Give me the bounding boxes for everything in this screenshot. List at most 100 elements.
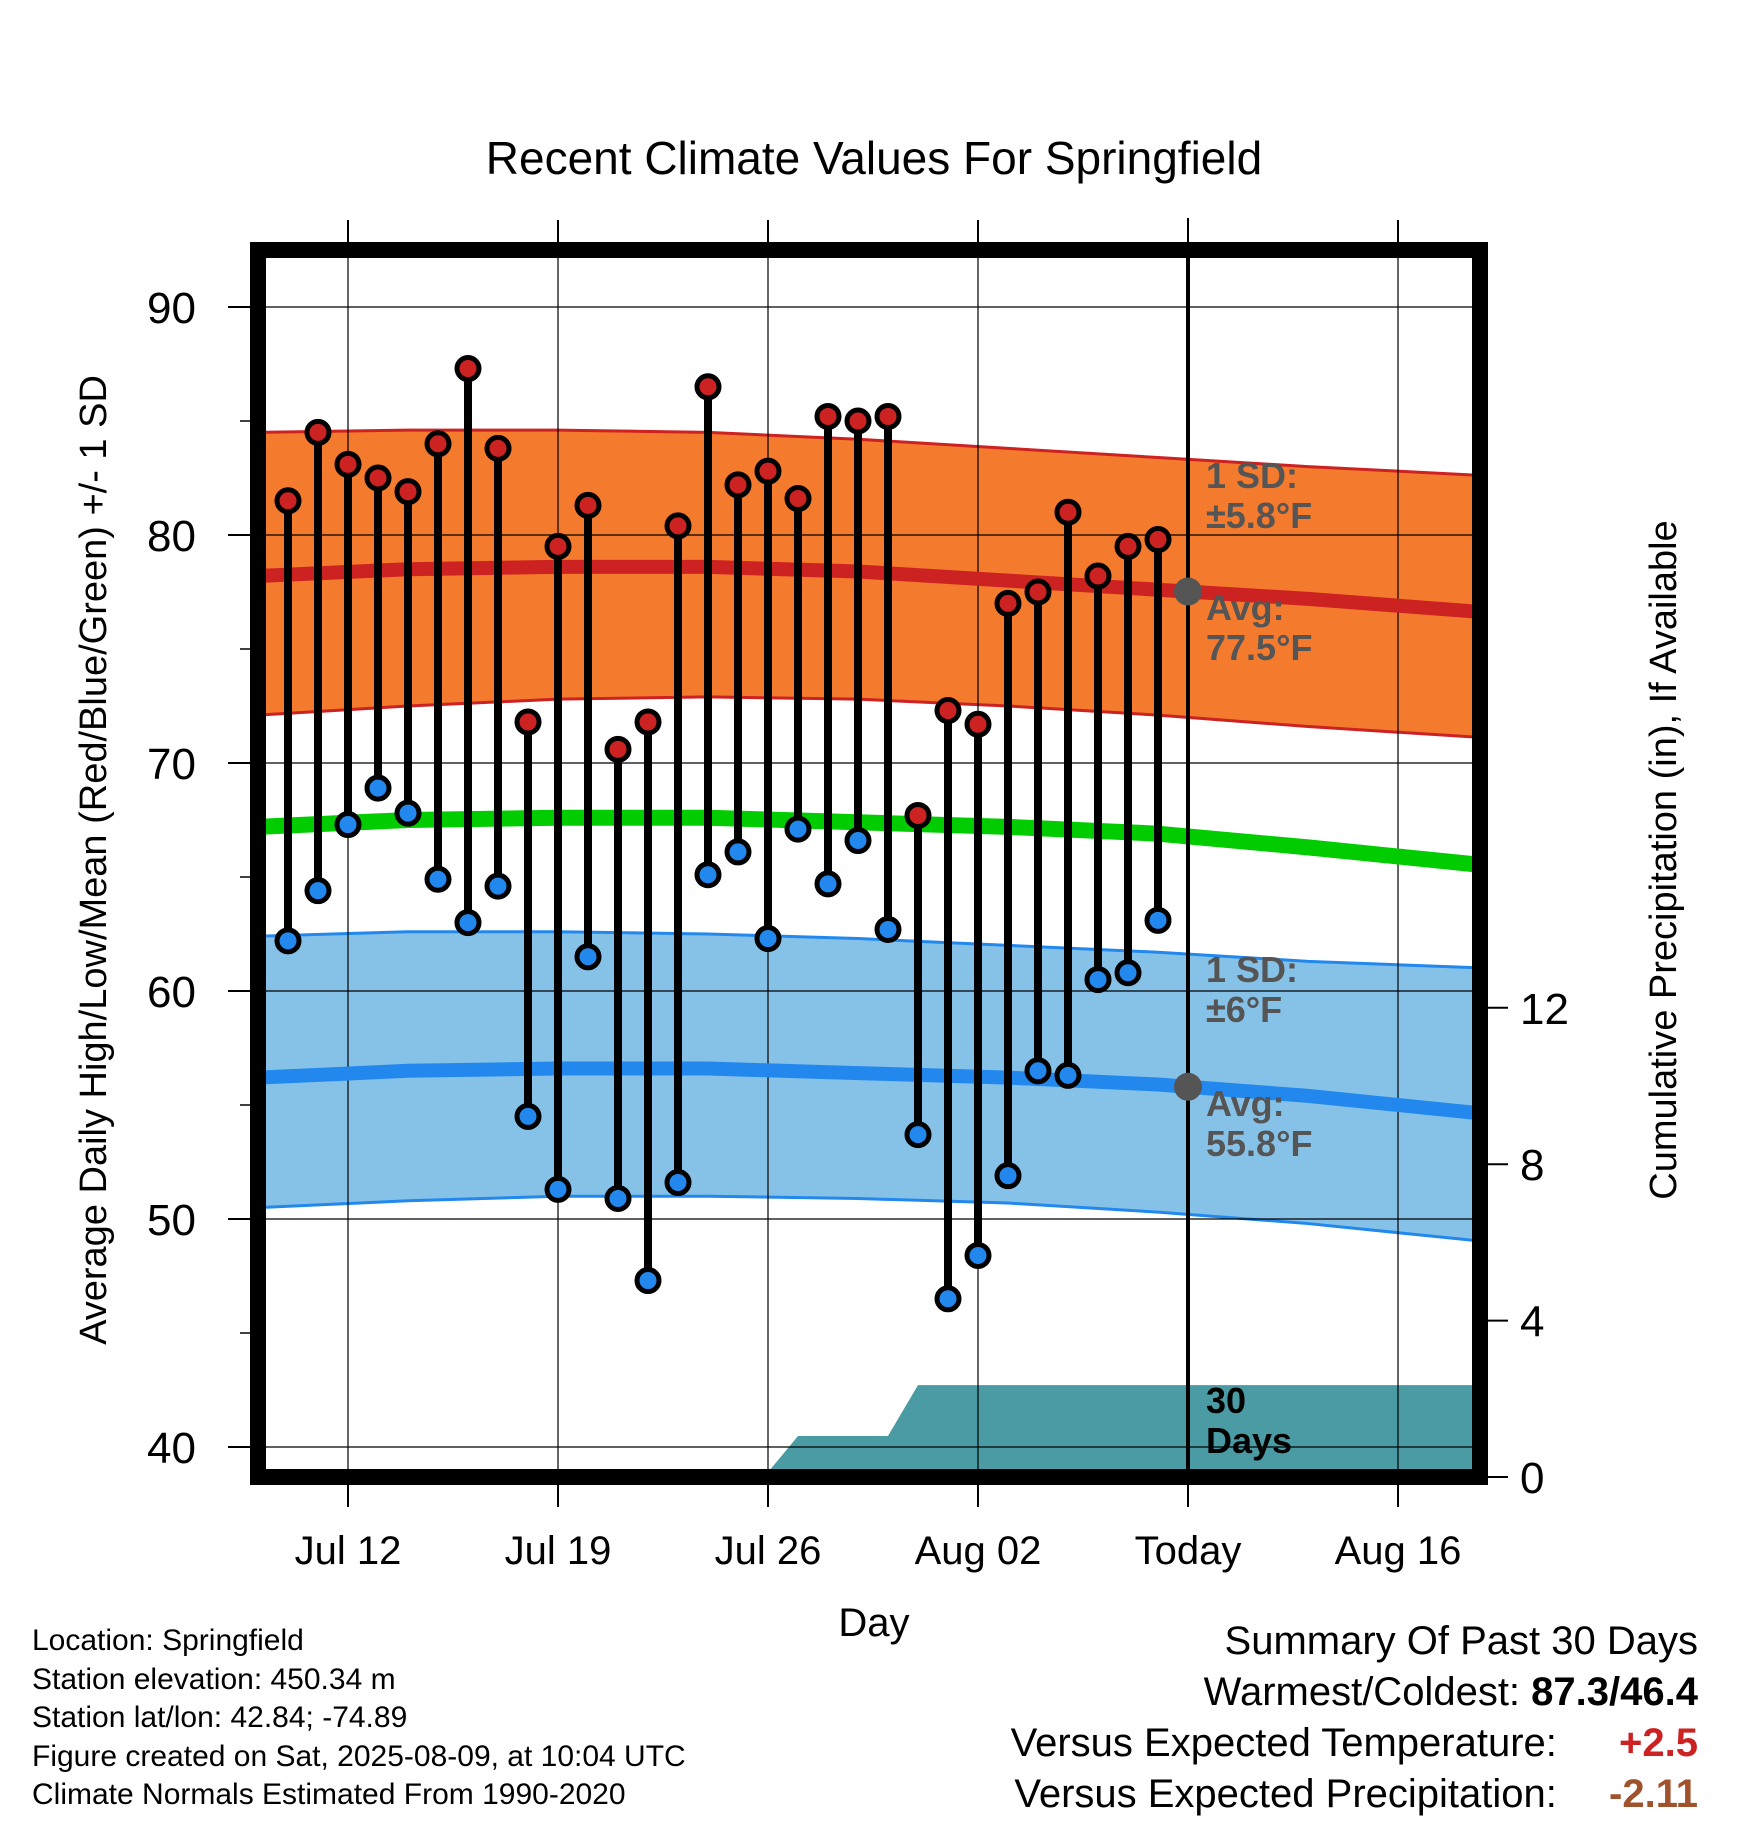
high-point <box>544 532 572 560</box>
low-point <box>454 909 482 937</box>
low-point <box>334 811 362 839</box>
high-sd-annotation-line: ±5.8°F <box>1206 495 1312 536</box>
low-point <box>424 865 452 893</box>
low-point <box>814 870 842 898</box>
low-point <box>964 1241 992 1269</box>
high-sd-band <box>258 430 1480 738</box>
low-point <box>844 827 872 855</box>
low-point <box>1114 959 1142 987</box>
high-point <box>1114 532 1142 560</box>
temp-label: Versus Expected Temperature: <box>1010 1721 1557 1765</box>
y-axis-label: Average Daily High/Low/Mean (Red/Blue/Gr… <box>73 375 115 1345</box>
high-point <box>904 801 932 829</box>
latlon-text: Station lat/lon: 42.84; -74.89 <box>32 1701 408 1734</box>
high-point <box>334 450 362 478</box>
high-sd-annotation: 1 SD: ±5.8°F <box>1206 455 1312 536</box>
low-point <box>514 1102 542 1130</box>
warmest-value: 87.3/46.4 <box>1531 1670 1698 1714</box>
low-avg-annotation-line: Avg: <box>1206 1083 1285 1124</box>
low-point <box>1024 1057 1052 1085</box>
high-point <box>634 708 662 736</box>
summary-precip-row: Versus Expected Precipitation: -2.11 <box>1011 1769 1698 1820</box>
high-point <box>394 478 422 506</box>
high-point <box>874 402 902 430</box>
low-point <box>1084 966 1112 994</box>
temp-value: +2.5 <box>1619 1721 1698 1765</box>
low-point <box>904 1121 932 1149</box>
low-avg-annotation: Avg: 55.8°F <box>1206 1083 1312 1164</box>
summary-title: Summary Of Past 30 Days <box>1224 1619 1698 1663</box>
high-avg-annotation-line: Avg: <box>1206 587 1285 628</box>
precip-area <box>258 1385 1480 1477</box>
x-tick-label: Aug 16 <box>1335 1529 1462 1573</box>
mean-line <box>258 809 1480 873</box>
low-avg-line <box>258 1061 1480 1121</box>
y-tick-label: 80 <box>147 512 196 561</box>
created-text: Figure created on Sat, 2025-08-09, at 10… <box>32 1739 686 1773</box>
low-sd-annotation: 1 SD: ±6°F <box>1206 949 1298 1030</box>
low-sd-annotation-line: ±6°F <box>1206 989 1282 1030</box>
y-tick-label: 40 <box>147 1424 196 1473</box>
high-point <box>664 512 692 540</box>
low-point <box>544 1175 572 1203</box>
low-sd-annotation-line: 1 SD: <box>1206 949 1298 990</box>
precip-label: Versus Expected Precipitation: <box>1014 1772 1557 1816</box>
y-tick-label: 60 <box>147 968 196 1017</box>
x-tick-label: Jul 12 <box>295 1529 402 1573</box>
x-tick-label: Aug 02 <box>915 1529 1042 1573</box>
low-point <box>634 1267 662 1295</box>
low-point <box>784 815 812 843</box>
high-sd-annotation-line: 1 SD: <box>1206 455 1298 496</box>
low-point <box>1054 1061 1082 1089</box>
y-tick-label: 70 <box>147 740 196 789</box>
normals-text: Climate Normals Estimated From 1990-2020 <box>32 1778 626 1811</box>
low-point <box>1144 906 1172 934</box>
precip-days-annotation-line: Days <box>1206 1420 1292 1461</box>
high-point <box>424 430 452 458</box>
low-point <box>484 872 512 900</box>
high-avg-annotation-line: 77.5°F <box>1206 627 1312 668</box>
low-point <box>394 799 422 827</box>
high-point <box>1024 578 1052 606</box>
location-text: Location: Springfield <box>32 1624 304 1657</box>
station-info: Location: Springfield Station elevation:… <box>32 1622 686 1815</box>
low-point <box>754 925 782 953</box>
x-tick-label: Jul 26 <box>715 1529 822 1573</box>
y-tick-label: 50 <box>147 1196 196 1245</box>
precip-value: -2.11 <box>1609 1772 1698 1816</box>
high-point <box>1144 526 1172 554</box>
high-point <box>304 418 332 446</box>
high-point <box>724 471 752 499</box>
low-point <box>274 927 302 955</box>
plot-frame <box>250 242 1488 1485</box>
low-sd-lower-edge <box>258 1194 1480 1243</box>
today-low-marker <box>1174 1072 1202 1101</box>
high-point <box>1084 562 1112 590</box>
high-point <box>454 355 482 383</box>
precip-days-annotation-line: 30 <box>1206 1380 1246 1421</box>
high-point <box>994 589 1022 617</box>
summary-panel: Summary Of Past 30 Days Warmest/Coldest:… <box>1011 1616 1698 1820</box>
high-avg-annotation: Avg: 77.5°F <box>1206 587 1312 668</box>
high-point <box>604 735 632 763</box>
low-avg-annotation-line: 55.8°F <box>1206 1123 1312 1164</box>
y-right-tick-label: 4 <box>1520 1298 1544 1347</box>
high-point <box>574 491 602 519</box>
low-point <box>724 838 752 866</box>
low-point <box>874 915 902 943</box>
high-point <box>364 464 392 492</box>
x-tick-label: Jul 19 <box>505 1529 612 1573</box>
low-point <box>364 774 392 802</box>
high-point <box>484 434 512 462</box>
x-axis-label: Day <box>838 1601 909 1645</box>
warmest-label: Warmest/Coldest: <box>1203 1670 1521 1714</box>
precip-days-annotation: 30 Days <box>1206 1380 1292 1461</box>
high-point <box>514 708 542 736</box>
y-right-tick-label: 8 <box>1520 1141 1544 1190</box>
elevation-text: Station elevation: 450.34 m <box>32 1662 396 1696</box>
low-point <box>604 1184 632 1212</box>
high-point <box>964 710 992 738</box>
